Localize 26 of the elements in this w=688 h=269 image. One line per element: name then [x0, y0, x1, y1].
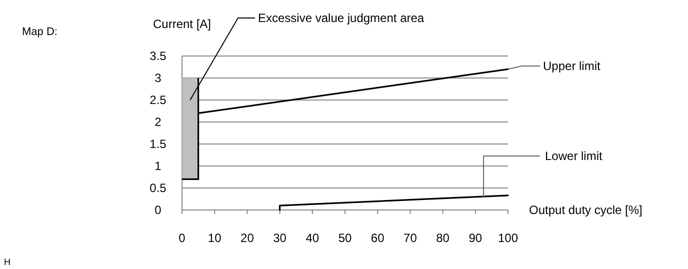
text: Map D: — [22, 26, 58, 38]
y-tick-label: 1.5 — [150, 137, 167, 152]
x-tick-label: 0 — [178, 231, 186, 245]
x-tick-label: 20 — [240, 231, 254, 245]
x-tick-label: 40 — [306, 231, 320, 245]
x-tick-label: 100 — [498, 231, 518, 245]
x-tick-label: 30 — [273, 231, 287, 245]
y-tick-label: 2 — [154, 115, 162, 130]
annotation: Upper limit — [543, 59, 602, 74]
x-axis-title: Output duty cycle [%] — [529, 203, 642, 217]
x-tick-label: 90 — [468, 231, 482, 245]
y-tick-label: 1 — [154, 159, 162, 174]
y-axis-title: Current [A] — [152, 17, 212, 31]
x-tick-label: 80 — [436, 231, 450, 245]
y-tick-label: 2.5 — [150, 93, 167, 108]
x-tick-label: 50 — [338, 231, 352, 245]
text: Excessive value judgment area — [258, 11, 424, 26]
y-tick-label: 3 — [154, 71, 162, 86]
text: H — [4, 257, 10, 267]
x-tick-label: 60 — [370, 231, 385, 245]
x-tick-label: 70 — [404, 231, 418, 245]
x-tick-label: 10 — [208, 231, 222, 245]
y-tick-label: 0.5 — [150, 181, 167, 196]
annotation: Lower limit — [545, 149, 604, 164]
y-tick-label: 0 — [154, 203, 162, 218]
y-tick-label: 3.5 — [150, 49, 167, 64]
